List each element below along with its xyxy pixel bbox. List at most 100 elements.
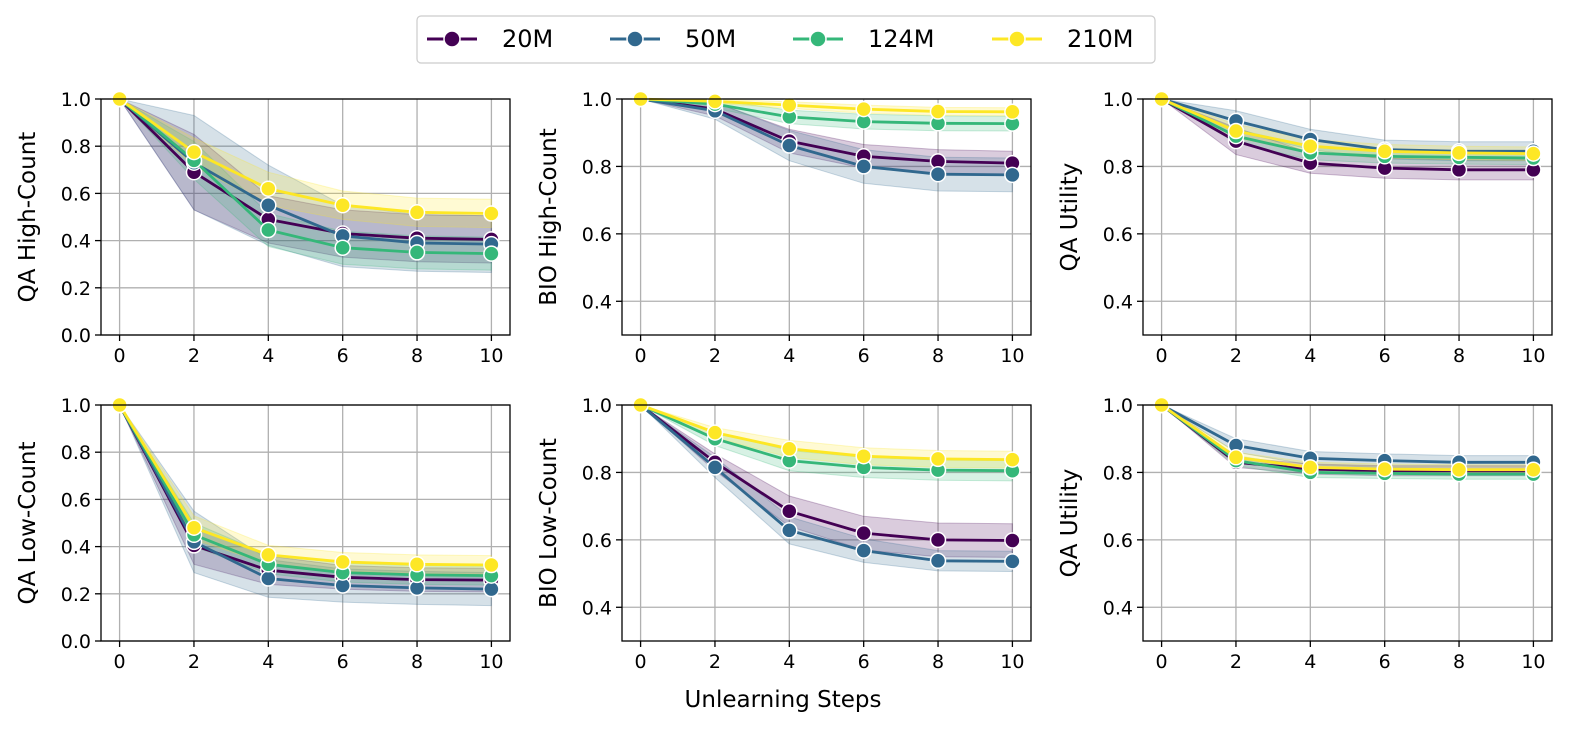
x-tick-label: 6 [1379, 345, 1391, 367]
y-axis-label: BIO Low-Count [536, 438, 562, 608]
legend-label-210m: 210M [1067, 25, 1134, 53]
point-124m-x10 [483, 245, 500, 262]
legend-marker-124m [809, 30, 827, 48]
x-tick-label: 2 [188, 345, 200, 367]
point-210m-x10 [1525, 461, 1542, 478]
y-tick-label: 1.0 [61, 89, 91, 111]
band-210m [1161, 404, 1534, 476]
x-tick-label: 0 [635, 345, 647, 367]
line-124m [640, 97, 1013, 125]
y-tick-label: 1.0 [61, 395, 91, 417]
point-50m-x6 [855, 542, 872, 559]
legend-item-20m: 20M [427, 25, 553, 53]
ticks: 0 2 4 6 8 10 0.0 0.2 0.4 0.6 0.8 1.0 [61, 395, 504, 673]
y-tick-label: 0.4 [61, 231, 91, 253]
line-124m [118, 97, 492, 255]
y-tick-label: 0.2 [61, 278, 91, 300]
point-50m-x6 [855, 158, 872, 175]
y-axis-label: BIO High-Count [536, 128, 562, 305]
y-tick-label: 0.4 [61, 537, 91, 559]
y-tick-label: 1.0 [582, 89, 612, 111]
point-20m-x4 [781, 502, 798, 520]
subplot-grid: 0 2 4 6 8 10 0.0 0.2 0.4 0.6 0.8 1.0 QA High-Count 0 2… [15, 89, 1553, 673]
y-axis-label: QA Utility [1057, 469, 1083, 578]
legend-marker-210m [1008, 30, 1026, 48]
point-210m-x10 [483, 556, 500, 574]
y-tick-label: 0.4 [1103, 597, 1133, 619]
point-210m-x4 [260, 546, 277, 564]
x-tick-label: 6 [858, 345, 870, 367]
point-210m-x8 [929, 450, 947, 468]
y-tick-label: 0.8 [61, 136, 91, 158]
point-50m-x8 [929, 165, 947, 183]
x-tick-label: 2 [1230, 345, 1242, 367]
point-210m-x2 [706, 93, 724, 110]
y-tick-label: 0.8 [582, 156, 612, 178]
legend-marker-20m [443, 30, 461, 48]
y-tick-label: 0.6 [61, 489, 91, 511]
legend-item-210m: 210M [992, 25, 1134, 53]
y-axis-label: QA Utility [1057, 163, 1083, 272]
x-tick-label: 2 [1230, 651, 1242, 673]
point-20m-x6 [855, 524, 872, 542]
x-tick-label: 2 [709, 651, 721, 673]
y-axis-label: QA High-Count [15, 132, 41, 303]
point-210m-x6 [855, 447, 872, 465]
ticks: 0 2 4 6 8 10 0.0 0.2 0.4 0.6 0.8 1.0 [61, 89, 504, 367]
line-50m [640, 97, 1013, 177]
line-210m [1161, 97, 1534, 155]
point-124m-x8 [408, 244, 426, 261]
x-axis-label: Unlearning Steps [685, 687, 882, 713]
x-tick-label: 4 [1304, 651, 1316, 673]
line-124m [1160, 97, 1534, 160]
y-tick-label: 0.6 [582, 530, 612, 552]
y-tick-label: 0.8 [1103, 462, 1133, 484]
line-210m [640, 97, 1013, 114]
point-210m-x10 [1004, 103, 1021, 121]
line-124m [118, 404, 492, 577]
x-tick-label: 8 [932, 651, 944, 673]
line-20m [1160, 97, 1534, 172]
point-210m-x4 [1302, 459, 1319, 476]
point-210m-x2 [1227, 122, 1245, 140]
x-tick-label: 6 [858, 651, 870, 673]
x-tick-label: 10 [1521, 651, 1545, 673]
x-tick-label: 10 [1000, 651, 1024, 673]
x-tick-label: 4 [783, 345, 795, 367]
axes-frame [100, 404, 511, 642]
y-tick-label: 0.0 [61, 631, 91, 653]
x-tick-label: 8 [411, 345, 423, 367]
ticks: 0 2 4 6 8 10 0.4 0.6 0.8 1.0 [582, 89, 1025, 367]
point-210m-x6 [334, 196, 351, 214]
legend-item-50m: 50M [610, 25, 736, 53]
x-tick-label: 2 [709, 345, 721, 367]
legend-label-50m: 50M [685, 25, 736, 53]
point-50m-x10 [1004, 553, 1021, 570]
y-tick-label: 1.0 [1103, 395, 1133, 417]
point-210m-x8 [1450, 461, 1468, 478]
line-210m [1160, 403, 1534, 472]
point-20m-x8 [929, 531, 947, 549]
ticks: 0 2 4 6 8 10 0.4 0.6 0.8 1.0 [582, 395, 1025, 673]
x-tick-label: 8 [411, 651, 423, 673]
line-20m [118, 98, 492, 241]
x-tick-label: 4 [1304, 345, 1316, 367]
point-210m-x6 [1376, 460, 1393, 478]
confidence-bands [118, 97, 492, 274]
x-tick-label: 6 [1379, 651, 1391, 673]
x-tick-label: 0 [114, 651, 126, 673]
gridlines [1143, 404, 1552, 641]
legend-item-124m: 124M [793, 25, 935, 53]
y-tick-label: 0.8 [61, 442, 91, 464]
series-210m [111, 396, 500, 574]
band-210m [119, 404, 492, 575]
ticks: 0 2 4 6 8 10 0.4 0.6 0.8 1.0 [1103, 395, 1546, 673]
line-20m [639, 403, 1013, 542]
line-50m [1161, 97, 1534, 153]
point-210m-x6 [1376, 143, 1393, 160]
y-tick-label: 0.6 [1103, 224, 1133, 246]
x-tick-label: 10 [479, 345, 503, 367]
ticks: 0 2 4 6 8 10 0.4 0.6 0.8 1.0 [1103, 89, 1546, 367]
point-50m-x8 [929, 552, 947, 570]
point-210m-x4 [781, 440, 798, 458]
